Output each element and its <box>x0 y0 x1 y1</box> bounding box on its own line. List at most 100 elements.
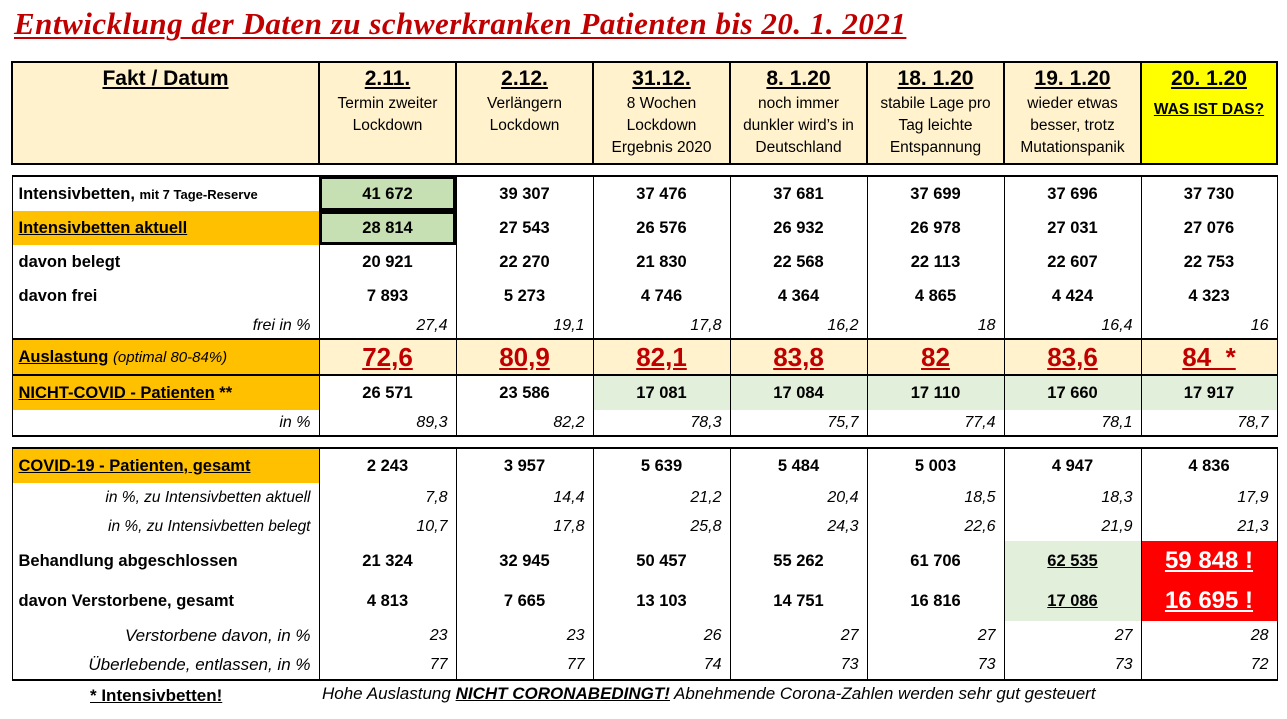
cell: 10,7 <box>318 512 457 541</box>
row-label: Behandlung abgeschlossen <box>11 541 320 581</box>
cell: 39 307 <box>455 175 594 211</box>
cell: 4 813 <box>318 581 457 621</box>
row-label: COVID-19 - Patienten, gesamt <box>11 447 320 483</box>
cell: 23 <box>318 621 457 650</box>
cell: 17 084 <box>729 374 868 410</box>
row-label: frei in % <box>11 313 320 339</box>
cell: 7,8 <box>318 483 457 512</box>
cell: 21,9 <box>1003 512 1142 541</box>
header-col-highlight: 20. 1.20 WAS IST DAS? <box>1140 61 1278 165</box>
page-title: Entwicklung der Daten zu schwerkranken P… <box>14 6 907 41</box>
cell: 22,6 <box>866 512 1005 541</box>
table-row: Verstorbene davon, in % 23 23 26 27 27 2… <box>11 621 1278 650</box>
cell: 77,4 <box>866 410 1005 437</box>
header-col: 18. 1.20 stabile Lage pro Tag leichte Ent… <box>866 61 1005 165</box>
cell: 18,3 <box>1003 483 1142 512</box>
cell: 2 243 <box>318 447 457 483</box>
footnote-intensivbetten: * Intensivbetten! <box>90 686 223 705</box>
cell: 78,3 <box>592 410 731 437</box>
table-row: davon belegt 20 921 22 270 21 830 22 568… <box>11 245 1278 279</box>
cell: 5 003 <box>866 447 1005 483</box>
row-label: Verstorbene davon, in % <box>11 621 320 650</box>
cell: 18 <box>866 313 1005 339</box>
cell: 26 <box>592 621 731 650</box>
table-row: Intensivbetten aktuell 28 814 27 543 26 … <box>11 211 1278 245</box>
cell: 20,4 <box>729 483 868 512</box>
cell: 16,4 <box>1003 313 1142 339</box>
cell: 16 816 <box>866 581 1005 621</box>
row-label: Intensivbetten aktuell <box>11 211 320 245</box>
cell: 20 921 <box>318 245 457 279</box>
cell: 22 568 <box>729 245 868 279</box>
cell: 5 639 <box>592 447 731 483</box>
cell: 26 571 <box>318 374 457 410</box>
header-row: Fakt / Datum 2.11. Termin zweiter Lockdow… <box>11 61 1278 165</box>
cell: 17,9 <box>1140 483 1278 512</box>
cell: 73 <box>1003 650 1142 681</box>
table-row: Intensivbetten, mit 7 Tage-Reserve 41 67… <box>11 175 1278 211</box>
cell: 4 836 <box>1140 447 1278 483</box>
row-label: in %, zu Intensivbetten aktuell <box>11 483 320 512</box>
row-label: davon frei <box>11 279 320 313</box>
cell: 5 273 <box>455 279 594 313</box>
cell: 13 103 <box>592 581 731 621</box>
cell: 7 893 <box>318 279 457 313</box>
cell: 3 957 <box>455 447 594 483</box>
cell: 55 262 <box>729 541 868 581</box>
cell: 27 031 <box>1003 211 1142 245</box>
cell: 83,6 <box>1003 338 1142 375</box>
cell: 14 751 <box>729 581 868 621</box>
cell: 84 * <box>1140 338 1278 375</box>
cell: 72,6 <box>318 338 457 375</box>
table-row: Überlebende, entlassen, in % 77 77 74 73… <box>11 650 1278 681</box>
row-label: NICHT-COVID - Patienten ** <box>11 374 320 410</box>
table-row: in %, zu Intensivbetten belegt 10,7 17,8… <box>11 512 1278 541</box>
cell: 17,8 <box>455 512 594 541</box>
cell: 19,1 <box>455 313 594 339</box>
cell: 61 706 <box>866 541 1005 581</box>
header-col: 8. 1.20 noch immer dunkler wird’s in Deut… <box>729 61 868 165</box>
cell: 17 917 <box>1140 374 1278 410</box>
cell: 78,1 <box>1003 410 1142 437</box>
row-label: davon Verstorbene, gesamt <box>11 581 320 621</box>
cell: 22 113 <box>866 245 1005 279</box>
cell: 83,8 <box>729 338 868 375</box>
cell: 27 <box>866 621 1005 650</box>
table-row: COVID-19 - Patienten, gesamt 2 243 3 957… <box>11 447 1278 483</box>
cell: 24,3 <box>729 512 868 541</box>
table-row: frei in % 27,4 19,1 17,8 16,2 18 16,4 16 <box>11 313 1278 339</box>
cell: 32 945 <box>455 541 594 581</box>
cell: 4 947 <box>1003 447 1142 483</box>
cell-highlight: 59 848 ! <box>1140 541 1278 581</box>
row-label: Auslastung (optimal 80-84%) <box>11 338 320 375</box>
cell: 37 696 <box>1003 175 1142 211</box>
cell: 23 <box>455 621 594 650</box>
data-table: Fakt / Datum 2.11. Termin zweiter Lockdow… <box>11 61 1278 681</box>
footnote-auslastung: Hohe Auslastung NICHT CORONABEDINGT! Abn… <box>322 684 1096 703</box>
cell: 73 <box>866 650 1005 681</box>
cell: 22 607 <box>1003 245 1142 279</box>
table-row: in %, zu Intensivbetten aktuell 7,8 14,4… <box>11 483 1278 512</box>
cell: 27 <box>1003 621 1142 650</box>
cell: 62 535 <box>1003 541 1142 581</box>
row-label: in %, zu Intensivbetten belegt <box>11 512 320 541</box>
cell: 17 110 <box>866 374 1005 410</box>
header-col: 31.12. 8 Wochen Lockdown Ergebnis 2020 <box>592 61 731 165</box>
cell: 14,4 <box>455 483 594 512</box>
cell: 23 586 <box>455 374 594 410</box>
cell: 18,5 <box>866 483 1005 512</box>
header-col: 19. 1.20 wieder etwas besser, trotz Mutat… <box>1003 61 1142 165</box>
cell: 82 <box>866 338 1005 375</box>
cell: 26 576 <box>592 211 731 245</box>
cell: 27 <box>729 621 868 650</box>
cell: 77 <box>318 650 457 681</box>
cell: 17,8 <box>592 313 731 339</box>
cell: 50 457 <box>592 541 731 581</box>
cell: 80,9 <box>455 338 594 375</box>
cell: 82,1 <box>592 338 731 375</box>
cell: 72 <box>1140 650 1278 681</box>
cell: 82,2 <box>455 410 594 437</box>
cell: 37 699 <box>866 175 1005 211</box>
cell: 17 660 <box>1003 374 1142 410</box>
header-col: 2.11. Termin zweiter Lockdown <box>318 61 457 165</box>
